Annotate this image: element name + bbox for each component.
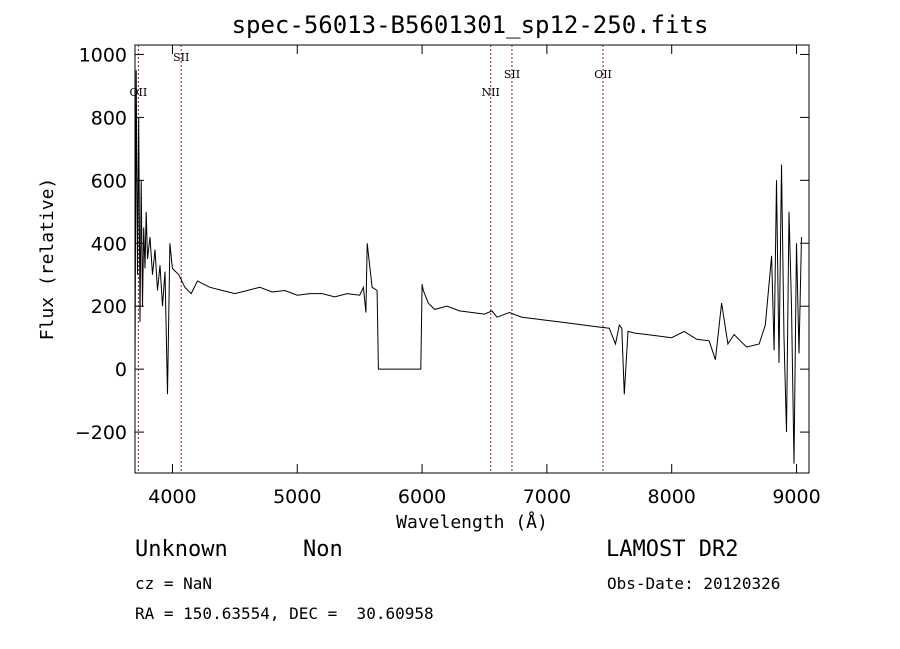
x-axis-label: Wavelength (Å) xyxy=(396,511,548,533)
line-marker-label: SII xyxy=(173,51,189,64)
redshift-value: cz = NaN xyxy=(135,574,213,593)
y-axis: −200 0 200 400 600 800 1000 xyxy=(75,44,809,444)
line-marker-label: NII xyxy=(482,86,500,99)
x-axis: 4000 5000 6000 7000 8000 9000 xyxy=(148,45,821,508)
line-marker-label: OII xyxy=(130,86,148,99)
obs-date: Obs-Date: 20120326 xyxy=(607,574,781,593)
y-tick-label: 1000 xyxy=(79,44,127,66)
series-group xyxy=(134,70,802,464)
y-tick-label: 0 xyxy=(115,359,127,381)
y-tick-label: 400 xyxy=(91,233,127,255)
chart-title: spec-56013-B5601301_sp12-250.fits xyxy=(232,11,709,39)
line-marker-label: SII xyxy=(504,68,520,81)
y-axis-label: Flux (relative) xyxy=(37,178,58,341)
plot-frame xyxy=(134,44,810,474)
x-tick-label: 5000 xyxy=(273,486,321,508)
y-tick-label: 200 xyxy=(91,296,127,318)
x-tick-label: 4000 xyxy=(148,486,196,508)
class-label: Unknown xyxy=(135,537,228,562)
y-tick-label: −200 xyxy=(75,422,127,444)
coordinates: RA = 150.63554, DEC = 30.60958 xyxy=(135,604,434,623)
survey-label: LAMOST DR2 xyxy=(606,537,739,562)
emission-line-markers: OII SII NII SII OII xyxy=(130,45,612,473)
y-tick-label: 800 xyxy=(91,107,127,129)
subclass-label: Non xyxy=(303,537,343,562)
x-tick-label: 9000 xyxy=(772,486,820,508)
line-marker-label: OII xyxy=(594,68,612,81)
x-tick-label: 8000 xyxy=(648,486,696,508)
x-tick-label: 6000 xyxy=(398,486,446,508)
x-tick-label: 7000 xyxy=(523,486,571,508)
y-tick-label: 600 xyxy=(91,170,127,192)
spectrum-line xyxy=(134,70,802,464)
